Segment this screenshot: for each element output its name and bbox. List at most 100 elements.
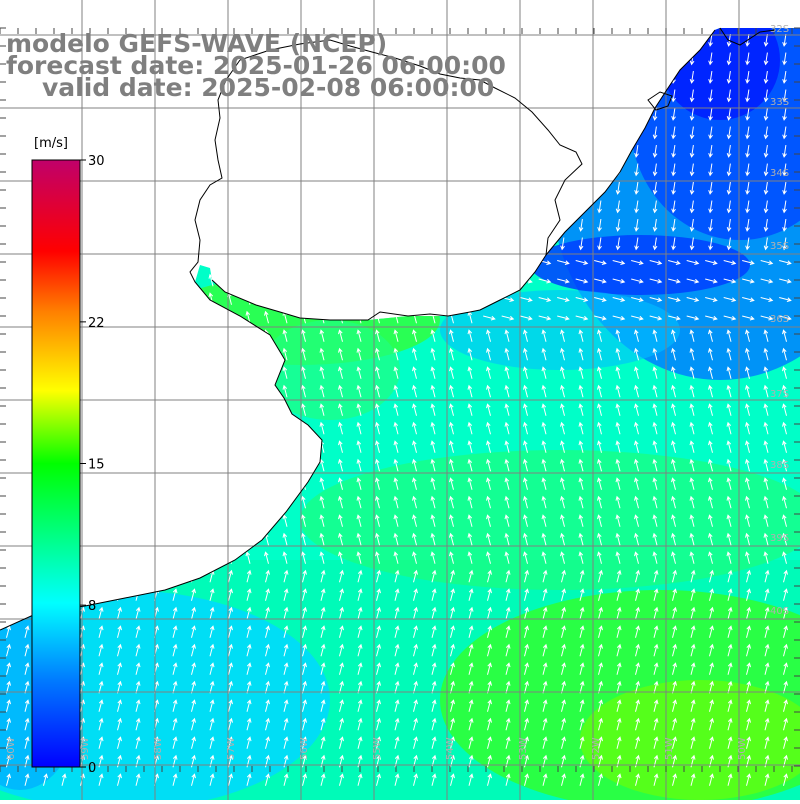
wind-arrow (504, 514, 510, 527)
wind-arrow (578, 329, 584, 342)
wind-arrow (245, 125, 251, 139)
valid-date: valid date: 2025-02-08 06:00:00 (42, 73, 494, 102)
wind-arrow (172, 773, 178, 786)
wind-arrow (97, 495, 103, 509)
wind-arrow (467, 236, 473, 250)
wind-arrow (265, 773, 270, 786)
lon-label: 53W (518, 737, 529, 760)
wind-arrow (560, 495, 565, 509)
wind-arrow (635, 717, 640, 731)
wind-arrow (282, 477, 288, 490)
wind-arrow (689, 495, 695, 509)
wind-arrow (764, 736, 770, 749)
wind-arrow (23, 458, 29, 472)
wind-arrow (727, 625, 733, 638)
wind-arrow (171, 495, 177, 509)
wind-arrow (116, 199, 121, 213)
wind-arrow (5, 181, 10, 194)
wind-arrow (486, 403, 491, 416)
wind-arrow (745, 71, 750, 84)
wind-arrow (430, 477, 436, 490)
wind-arrow (783, 606, 788, 620)
wind-arrow (523, 421, 528, 435)
wind-arrow (578, 477, 584, 490)
lon-label: 59W (80, 737, 91, 760)
wind-arrow (430, 162, 436, 176)
wind-arrow (578, 89, 584, 103)
wind-arrow (116, 125, 121, 139)
wind-arrow (116, 255, 121, 268)
wind-arrow (116, 162, 121, 176)
wind-arrow (283, 643, 289, 657)
wind-arrow (134, 107, 140, 120)
wind-arrow (320, 643, 326, 657)
wind-arrow (302, 643, 307, 657)
wind-arrow (449, 514, 454, 527)
wind-arrow (726, 219, 732, 232)
wind-arrow (190, 421, 195, 435)
wind-arrow (578, 532, 584, 546)
wind-arrow (723, 315, 737, 321)
wind-arrow (430, 403, 436, 416)
wind-arrow (117, 643, 122, 657)
wind-arrow (468, 680, 474, 694)
wind-arrow (98, 736, 104, 749)
wind-arrow (282, 551, 288, 564)
wind-arrow (356, 162, 362, 176)
wind-arrow (652, 126, 658, 140)
wind-arrow (726, 440, 732, 453)
wind-arrow (635, 773, 640, 786)
wind-arrow (763, 108, 769, 121)
wind-arrow (579, 717, 585, 731)
wind-arrow (283, 699, 289, 712)
wind-arrow (612, 278, 626, 284)
wind-arrow (483, 149, 496, 154)
wind-arrow (745, 108, 750, 121)
wind-arrow (763, 458, 769, 472)
wind-arrow (375, 514, 380, 527)
wind-arrow (61, 773, 67, 786)
wind-arrow (578, 219, 584, 232)
wind-arrow (356, 273, 362, 287)
wind-arrow (339, 773, 344, 786)
wind-arrow (726, 532, 732, 546)
wind-arrow (301, 514, 306, 527)
wind-arrow (487, 569, 492, 583)
wind-arrow (708, 347, 713, 361)
wind-arrow (523, 237, 528, 251)
wind-arrow (190, 236, 195, 250)
wind-arrow (393, 107, 399, 120)
wind-arrow (709, 625, 714, 638)
wind-arrow (524, 680, 529, 694)
wind-arrow (689, 384, 695, 398)
wind-arrow (116, 218, 121, 231)
wind-arrow (483, 186, 496, 191)
wind-arrow (578, 182, 584, 195)
wind-arrow (764, 680, 770, 694)
wind-arrow (671, 495, 676, 509)
wind-arrow (467, 347, 473, 361)
wind-arrow (301, 199, 306, 213)
wind-arrow (245, 384, 251, 398)
wind-arrow (134, 144, 140, 157)
wind-arrow (671, 89, 676, 103)
wind-arrow (726, 403, 732, 416)
wind-arrow (5, 421, 10, 435)
wind-arrow (541, 551, 547, 564)
wind-arrow (393, 403, 399, 416)
colorbar-tick-label: 30 (88, 154, 105, 169)
wind-arrow (97, 181, 103, 194)
wind-arrow (542, 699, 548, 712)
wind-arrow (504, 421, 510, 435)
wind-arrow (783, 625, 788, 638)
lon-label: 54W (445, 737, 456, 760)
wind-arrow (652, 347, 658, 361)
wind-arrow (97, 551, 103, 564)
wind-arrow (301, 144, 306, 157)
wind-arrow (116, 403, 121, 416)
wind-arrow (782, 551, 787, 564)
wind-arrow (6, 773, 11, 786)
wind-arrow (671, 237, 676, 251)
wind-arrow (541, 126, 547, 140)
wind-arrow (634, 52, 639, 66)
